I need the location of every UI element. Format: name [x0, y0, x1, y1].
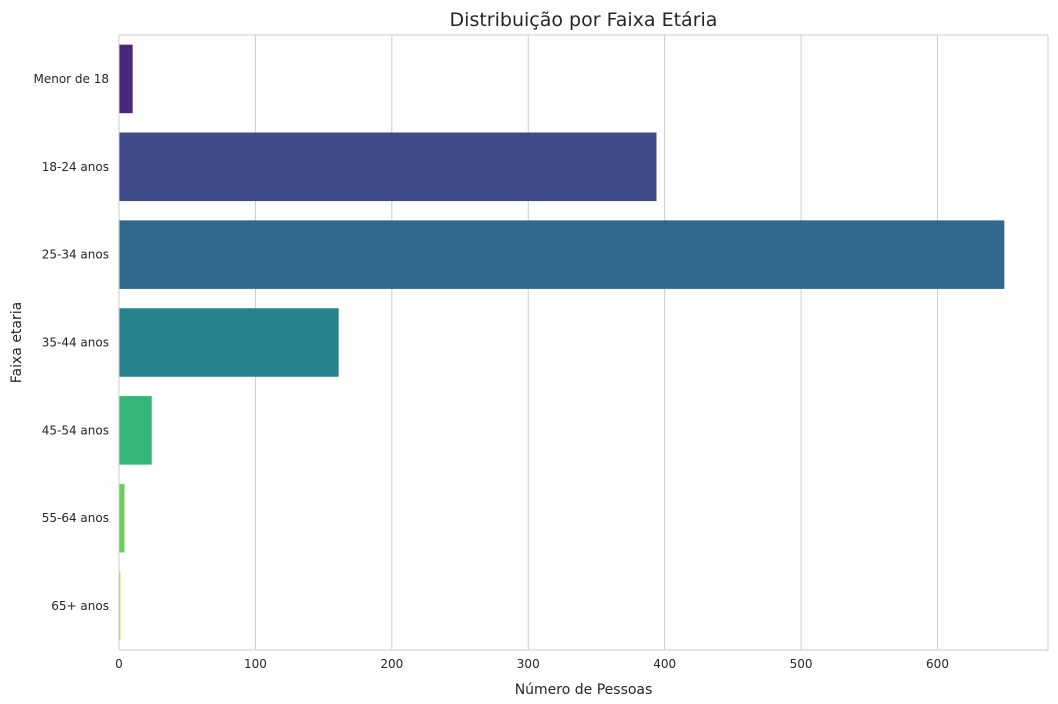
bar-3: [119, 220, 1005, 289]
x-axis-label: Número de Pessoas: [515, 682, 653, 698]
y-axis-label: Faixa etaria: [9, 302, 25, 383]
chart-title: Distribuição por Faixa Etária: [450, 9, 718, 31]
bar-2: [119, 132, 657, 202]
axes-spines: [118, 34, 1049, 651]
y-tick-label: 25-34 anos: [42, 248, 109, 262]
y-tick-label: 35-44 anos: [42, 336, 109, 350]
bar-7: [119, 571, 121, 641]
x-tick-label: 200: [380, 657, 403, 671]
bar-5: [119, 396, 152, 465]
y-tick-label: 55-64 anos: [42, 511, 109, 525]
x-tick-labels: 0 100 200 300 400 500 600: [115, 657, 949, 671]
x-tick-label: 300: [517, 657, 540, 671]
x-tick-label: 0: [115, 657, 123, 671]
bar-4: [119, 308, 339, 377]
y-tick-label: 65+ anos: [51, 599, 109, 613]
y-tick-label: 45-54 anos: [42, 423, 109, 437]
x-tick-label: 100: [244, 657, 267, 671]
y-tick-label: 18-24 anos: [42, 160, 109, 174]
y-tick-label: Menor de 18: [33, 72, 109, 86]
bars: [119, 44, 1005, 641]
x-tick-label: 400: [653, 657, 676, 671]
y-tick-labels: Menor de 18 18-24 anos 25-34 anos 35-44 ano…: [33, 72, 109, 613]
axes-frame: [118, 34, 1049, 651]
x-tick-label: 500: [790, 657, 813, 671]
bar-1: [119, 44, 133, 114]
bar-6: [119, 483, 125, 553]
x-tick-label: 600: [926, 657, 949, 671]
